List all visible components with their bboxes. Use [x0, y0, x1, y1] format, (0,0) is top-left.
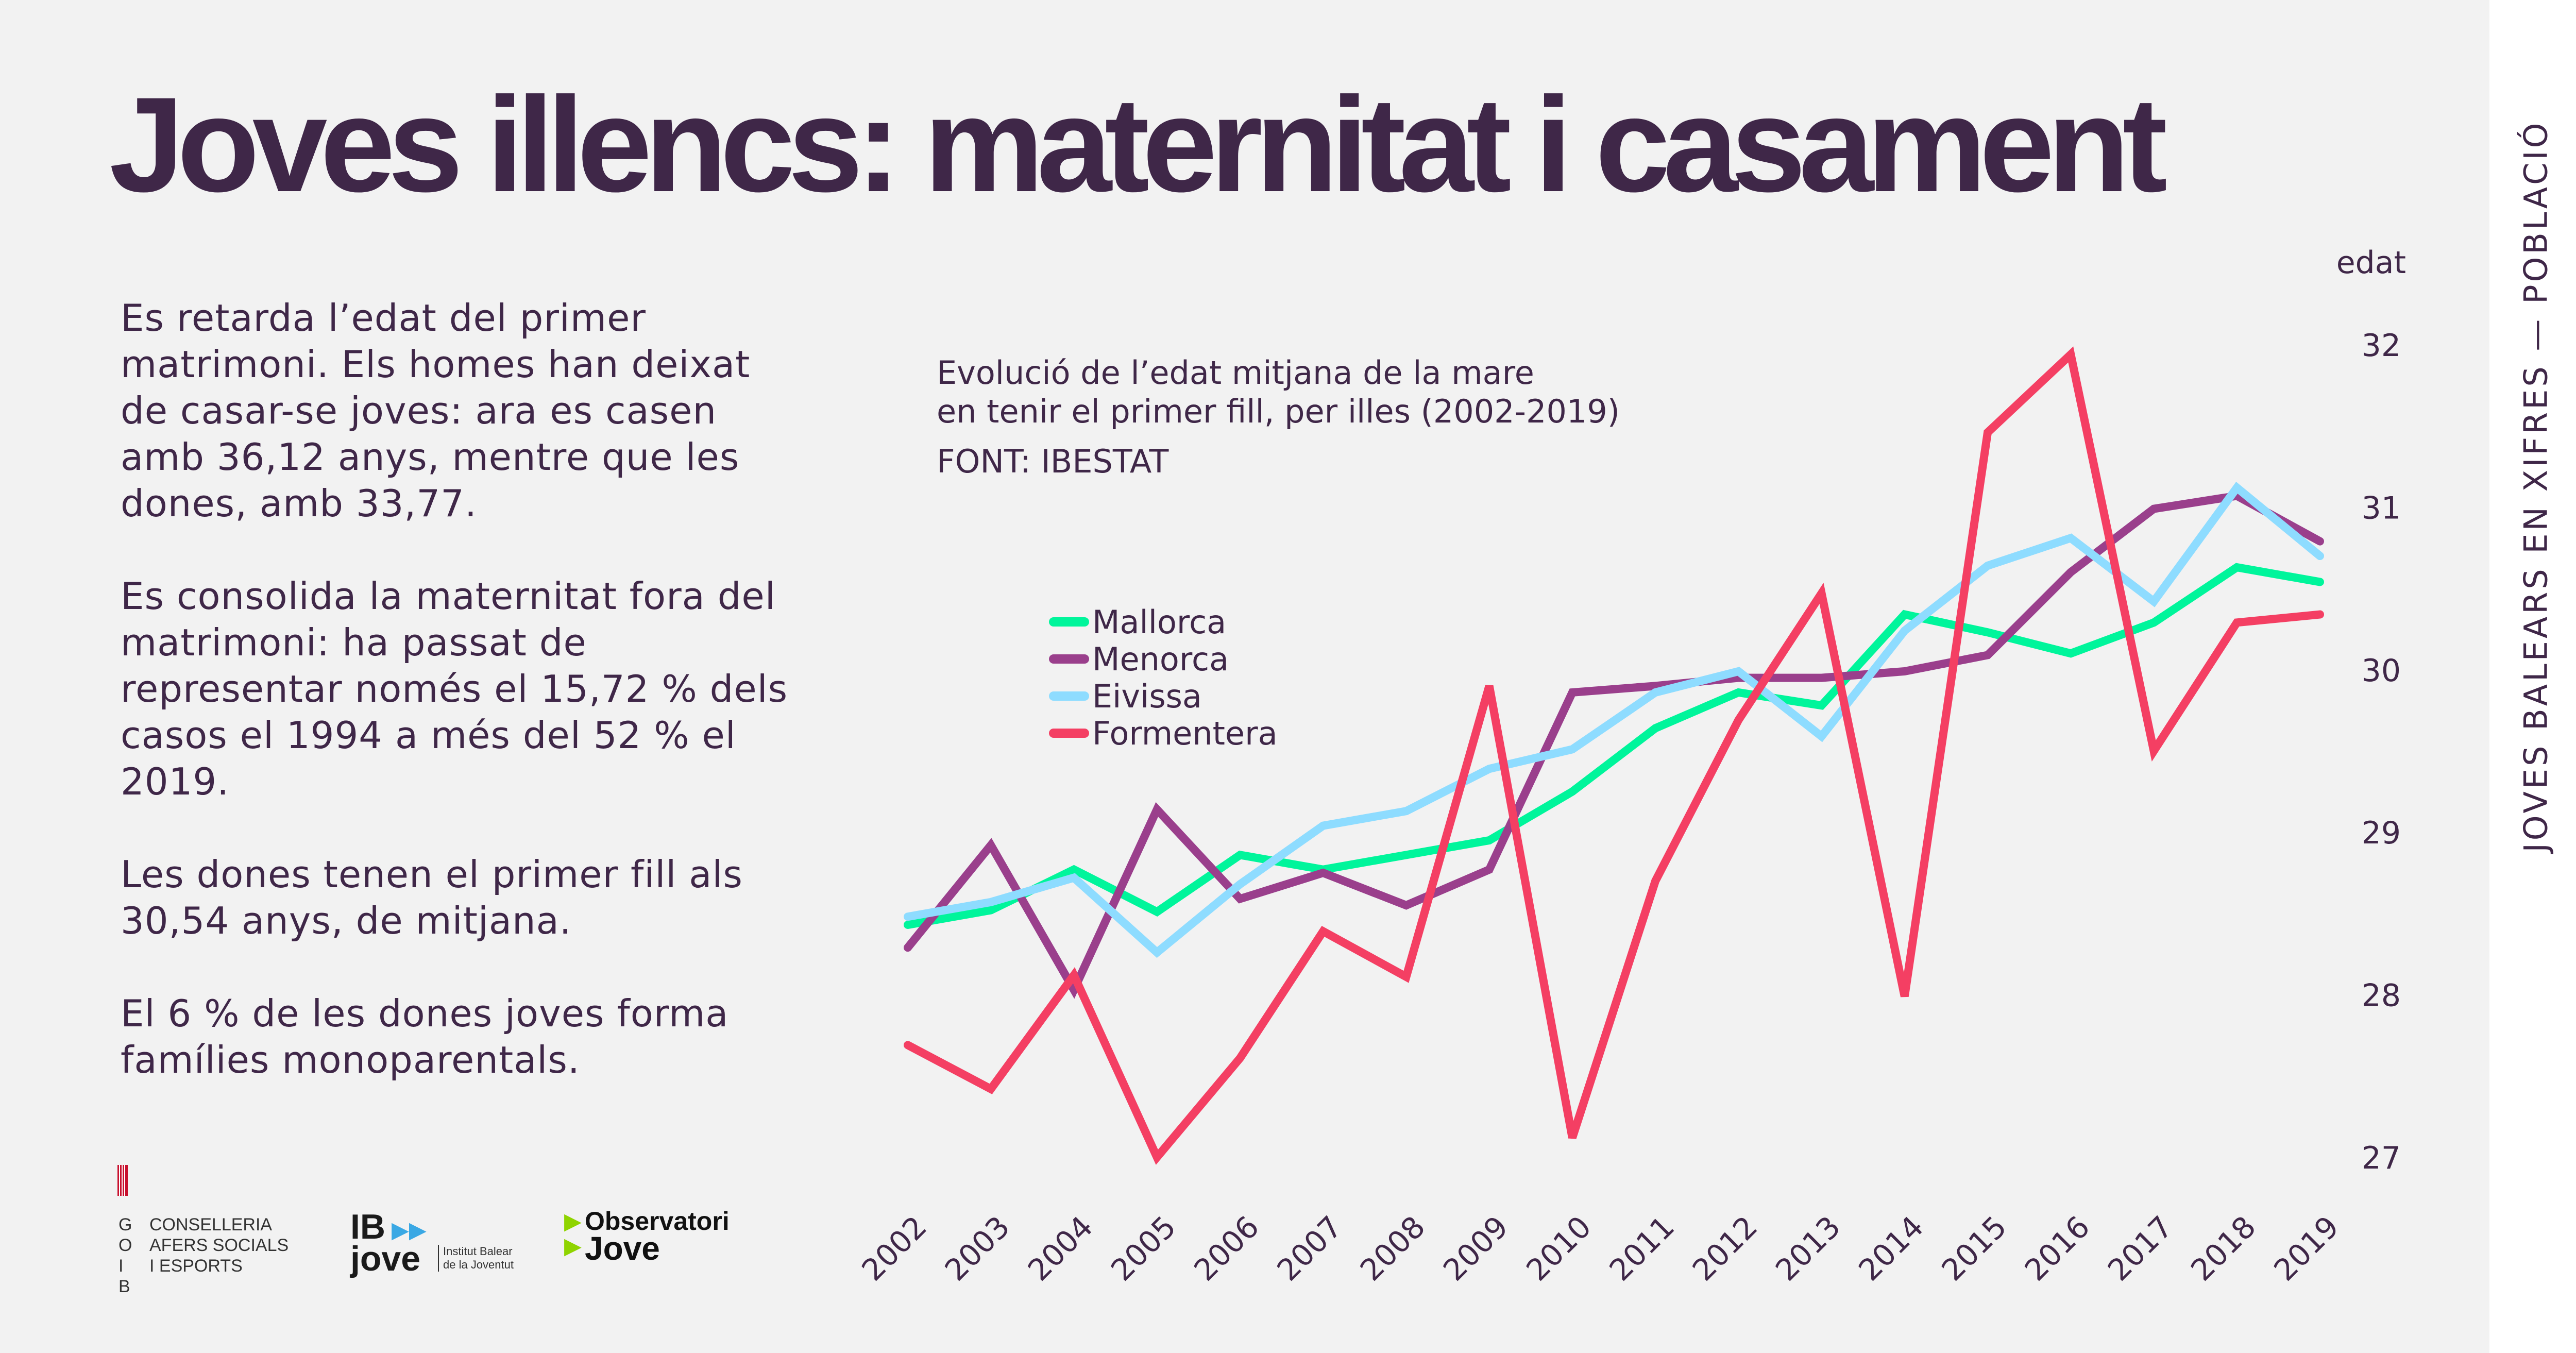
ibjove-arrows-icon: ▶▶ — [392, 1217, 427, 1243]
x-tick-label: 2010 — [1519, 1209, 1598, 1288]
goib-line: CONSELLERIA — [149, 1215, 273, 1234]
legend-label: Formentera — [1092, 715, 1278, 752]
legend-label: Menorca — [1092, 640, 1229, 678]
chart-title-line-2: en tenir el primer fill, per illes (2002… — [937, 393, 1620, 430]
ibjove-caption-line: Institut Balear — [443, 1245, 513, 1258]
goib-line: AFERS SOCIALS — [149, 1236, 289, 1255]
y-tick-label: 27 — [2362, 1140, 2401, 1176]
x-tick-label: 2006 — [1187, 1209, 1265, 1288]
body-text: Es retarda l’edat del primer matrimoni. … — [121, 295, 790, 1129]
series-line-menorca — [904, 491, 2324, 999]
x-tick-label: 2003 — [938, 1209, 1016, 1288]
x-tick-label: 2016 — [2018, 1209, 2096, 1288]
paragraph: Es consolida la maternitat fora del matr… — [121, 574, 788, 803]
x-tick-label: 2014 — [1852, 1209, 1930, 1288]
y-tick-label: 28 — [2362, 978, 2401, 1014]
y-tick-label: 31 — [2362, 490, 2401, 526]
paragraph: Es retarda l’edat del primer matrimoni. … — [121, 296, 751, 525]
goib-line: I ESPORTS — [149, 1256, 243, 1276]
ibjove-bottom: jove — [350, 1239, 421, 1278]
x-tick-label: 2009 — [1436, 1209, 1515, 1288]
observatori-arrow-icon: ▶ — [564, 1209, 582, 1234]
x-tick-label: 2002 — [855, 1209, 933, 1288]
x-tick-label: 2011 — [1603, 1209, 1681, 1288]
y-tick-label: 32 — [2362, 328, 2401, 364]
jove-arrow-icon: ▶ — [564, 1233, 582, 1259]
series-line-formentera — [904, 346, 2324, 1165]
x-tick-label: 2004 — [1021, 1209, 1099, 1288]
ibjove-caption-line: de la Joventut — [443, 1258, 514, 1271]
paragraph: Les dones tenen el primer fill als 30,54… — [121, 853, 743, 942]
x-tick-label: 2013 — [1769, 1209, 1847, 1288]
x-tick-label: 2015 — [1935, 1209, 2013, 1288]
page-title: Joves illencs: maternitat i casament — [109, 69, 2167, 220]
chart-title-line-1: Evolució de l’edat mitjana de la mare — [937, 354, 1534, 392]
ibjove-top: IB — [350, 1207, 385, 1246]
x-tick-label: 2008 — [1353, 1209, 1432, 1288]
ibjove-caption: Institut Balear de la Joventut — [438, 1245, 514, 1272]
observatori-jove-logo: ▶ ▶ Observatori Jove — [564, 1207, 730, 1267]
x-tick-label: 2007 — [1270, 1209, 1349, 1288]
legend-label: Mallorca — [1092, 603, 1226, 641]
goib-department: CONSELLERIA AFERS SOCIALS I ESPORTS — [149, 1214, 289, 1276]
chart-source: FONT: IBESTAT — [937, 443, 1170, 480]
x-tick-label: 2017 — [2101, 1209, 2179, 1288]
x-tick-label: 2012 — [1686, 1209, 1764, 1288]
observatori-top: Observatori — [585, 1207, 730, 1236]
goib-emblem-icon — [117, 1165, 128, 1196]
legend-label: Eivissa — [1092, 678, 1202, 715]
x-tick-label: 2005 — [1104, 1209, 1182, 1288]
y-axis-label: edat — [2336, 245, 2406, 281]
x-tick-label: 2019 — [2267, 1209, 2345, 1288]
series-line-eivissa — [904, 481, 2324, 958]
x-tick-label: 2018 — [2184, 1209, 2262, 1288]
series-line-mallorca — [904, 563, 2324, 929]
side-strip — [2489, 0, 2576, 1353]
observatori-bottom: Jove — [585, 1230, 660, 1267]
paragraph: El 6 % de les dones joves forma famílies… — [121, 992, 729, 1081]
y-tick-label: 30 — [2362, 653, 2401, 689]
ibjove-logo: IB ▶▶ jove Institut Balear de la Joventu… — [350, 1207, 514, 1278]
y-tick-label: 29 — [2362, 815, 2401, 851]
